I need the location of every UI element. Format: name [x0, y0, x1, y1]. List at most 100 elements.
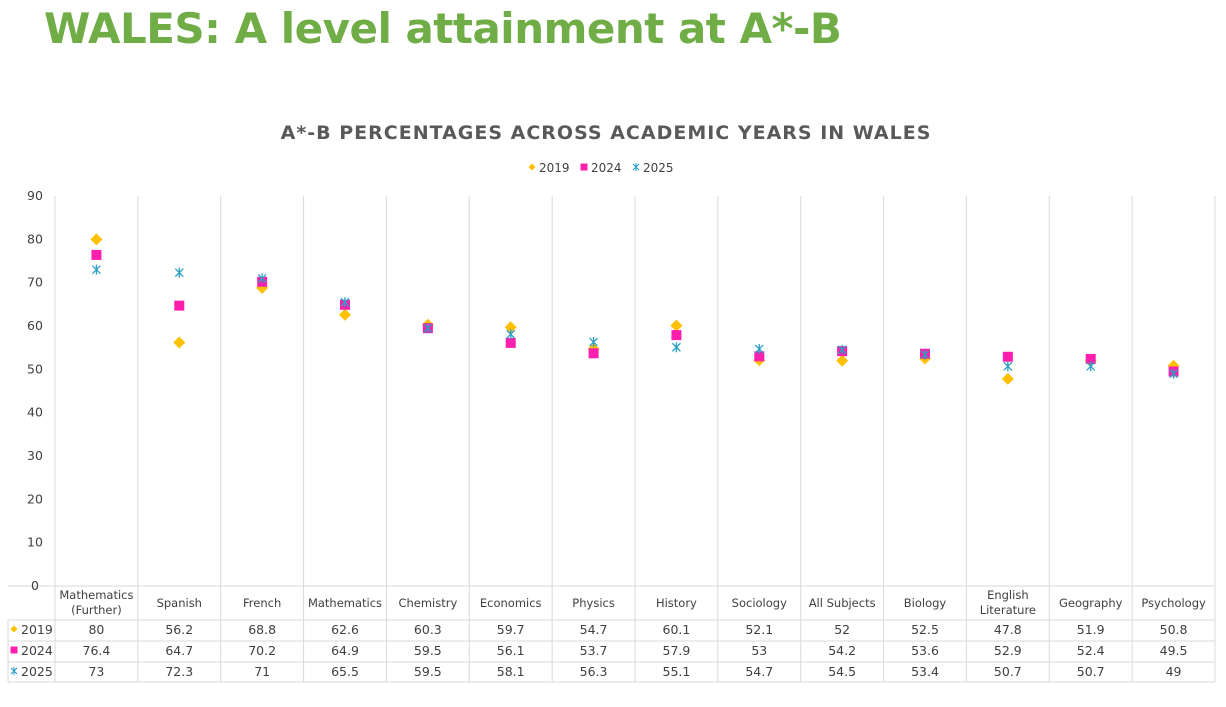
chart-title: A*-B PERCENTAGES ACROSS ACADEMIC YEARS I…: [281, 122, 932, 144]
table-cell: 54.7: [580, 622, 608, 637]
point-2019: [504, 321, 517, 334]
category-label: Physics: [572, 596, 615, 610]
category-label: Psychology: [1141, 596, 1206, 610]
table-cell: 65.5: [331, 664, 359, 679]
legend-key-2024: [580, 163, 588, 171]
table-cell: 49.5: [1160, 643, 1188, 658]
chart-legend: 2019 2024 2025: [528, 161, 674, 175]
category-label: All Subjects: [809, 596, 876, 610]
slide-title: WALES: A level attainment at A*-B: [44, 4, 842, 53]
table-cell: 73: [88, 664, 104, 679]
category-label: Economics: [480, 596, 542, 610]
table-cell: 62.6: [331, 622, 359, 637]
point-2025: [671, 342, 681, 353]
table-cell: 56.2: [165, 622, 193, 637]
point-2024: [671, 330, 682, 341]
table-cell: 52.5: [911, 622, 939, 637]
table-cell: 64.7: [165, 643, 193, 658]
category-label: Chemistry: [398, 596, 457, 610]
point-2025: [257, 273, 267, 284]
table-cell: 76.4: [83, 643, 111, 658]
y-tick-label: 70: [27, 275, 43, 290]
point-2024: [505, 337, 516, 348]
point-2025: [920, 349, 930, 360]
table-cell: 57.9: [663, 643, 691, 658]
y-tick-label: 90: [27, 188, 43, 203]
point-2025: [91, 264, 101, 275]
y-tick-label: 80: [27, 231, 43, 246]
legend-label: 2025: [643, 161, 674, 175]
legend-key-2025: [632, 163, 640, 171]
point-2019: [1001, 372, 1014, 385]
point-2019: [173, 336, 186, 349]
point-2019: [339, 308, 351, 321]
table-cell: 64.9: [331, 643, 359, 658]
point-2025: [1086, 361, 1096, 372]
point-2025: [754, 343, 764, 354]
category-label: Geography: [1059, 596, 1123, 610]
point-2024: [588, 348, 599, 359]
table-cell: 54.2: [828, 643, 856, 658]
table-series-name: 2024: [21, 643, 53, 658]
table-cell: 58.1: [497, 664, 525, 679]
point-2025: [1169, 368, 1179, 379]
point-2024: [174, 300, 185, 311]
category-label: Mathematics: [308, 596, 382, 610]
table-cell: 53.6: [911, 643, 939, 658]
point-2025: [1003, 361, 1013, 372]
category-label: Mathematics (Further): [59, 588, 133, 617]
table-cell: 54.7: [745, 664, 773, 679]
point-2025: [506, 329, 516, 340]
table-cell: 71: [254, 664, 270, 679]
table-series-name: 2019: [21, 622, 53, 637]
table-cell: 53.7: [580, 643, 608, 658]
table-cell: 59.5: [414, 664, 442, 679]
table-cell: 50.8: [1160, 622, 1188, 637]
chart-grid: [7, 196, 1216, 683]
point-2024: [754, 351, 765, 362]
point-2019: [836, 354, 849, 367]
category-label: Spanish: [157, 596, 202, 610]
table-cell: 47.8: [994, 622, 1022, 637]
table-legend-key: [10, 667, 18, 675]
table-cell: 50.7: [994, 664, 1022, 679]
legend-label: 2019: [539, 161, 570, 175]
category-label: Sociology: [732, 596, 787, 610]
legend-key-2019: [528, 163, 536, 171]
table-cell: 54.5: [828, 664, 856, 679]
y-tick-label: 50: [27, 361, 43, 376]
point-2025: [423, 323, 433, 334]
table-cell: 50.7: [1077, 664, 1105, 679]
category-label: Biology: [904, 596, 947, 610]
table-cell: 59.7: [497, 622, 525, 637]
table-cell: 52.4: [1077, 643, 1105, 658]
table-cell: 59.5: [414, 643, 442, 658]
y-tick-label: 40: [27, 405, 43, 420]
y-axis: 0 10 20 30 40 50 60 70 80 90: [27, 188, 43, 593]
legend-label: 2024: [591, 161, 622, 175]
table-cell: 53.4: [911, 664, 939, 679]
table-cell: 70.2: [248, 643, 276, 658]
point-2025: [340, 297, 350, 308]
table-cell: 60.1: [663, 622, 691, 637]
point-2024: [91, 249, 102, 260]
y-tick-label: 60: [27, 318, 43, 333]
table-cell: 56.3: [580, 664, 608, 679]
point-2024: [1085, 353, 1096, 364]
y-tick-label: 10: [27, 535, 43, 550]
table-cell: 52: [834, 622, 850, 637]
category-label: French: [243, 596, 281, 610]
table-cell: 52.9: [994, 643, 1022, 658]
point-2025: [174, 267, 184, 278]
table-cell: 60.3: [414, 622, 442, 637]
table-cell: 52.1: [745, 622, 773, 637]
category-label: English Literature: [980, 588, 1036, 617]
point-2025: [837, 344, 847, 355]
table-cell: 53: [751, 643, 767, 658]
y-tick-label: 30: [27, 448, 43, 463]
point-2024: [1002, 351, 1013, 362]
table-legend-key: [10, 646, 18, 654]
point-2019: [670, 319, 683, 332]
table-cell: 49: [1166, 664, 1182, 679]
